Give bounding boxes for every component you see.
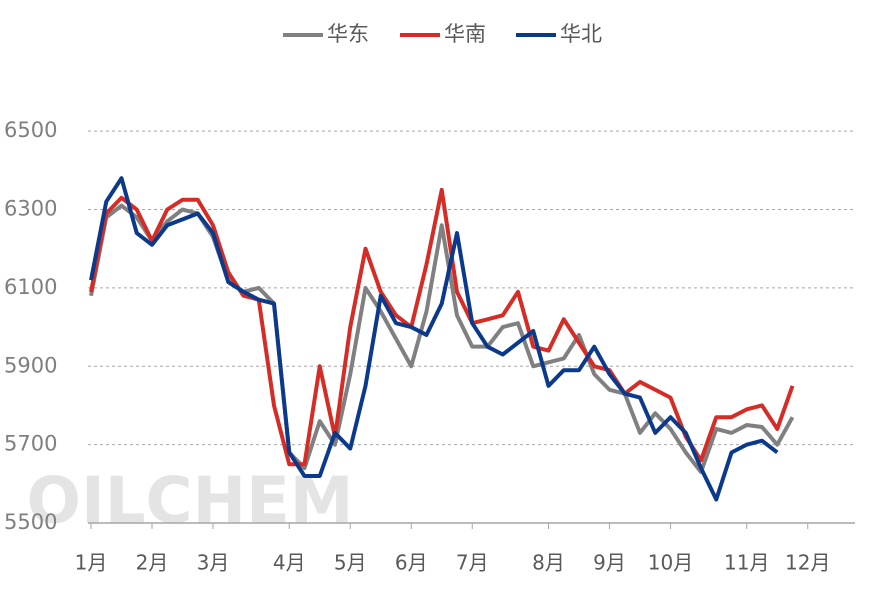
legend-label: 华南: [444, 22, 486, 46]
y-tick-label: 5900: [4, 353, 57, 377]
legend-label: 华北: [560, 22, 602, 46]
x-tick-label: 10月: [648, 551, 693, 575]
series-line: [89, 187, 795, 467]
y-tick-label: 6100: [4, 275, 57, 299]
x-tick-label: 1月: [75, 551, 108, 575]
watermark: OILCHEM: [27, 465, 354, 539]
x-tick-label: 8月: [532, 551, 565, 575]
x-tick-label: 6月: [395, 551, 428, 575]
legend-label: 华东: [327, 22, 369, 46]
x-tick-label: 4月: [273, 551, 306, 575]
y-tick-label: 5700: [4, 432, 57, 456]
series-line: [89, 176, 779, 502]
y-tick-label: 6500: [4, 118, 57, 142]
x-tick-label: 5月: [334, 551, 367, 575]
x-tick-label: 9月: [593, 551, 626, 575]
x-tick-label: 7月: [456, 551, 489, 575]
x-tick-label: 3月: [197, 551, 230, 575]
x-tick-label: 11月: [724, 551, 769, 575]
x-tick-label: 12月: [785, 551, 830, 575]
y-tick-label: 6300: [4, 197, 57, 221]
y-tick-label: 5500: [4, 510, 57, 534]
x-tick-label: 2月: [136, 551, 169, 575]
